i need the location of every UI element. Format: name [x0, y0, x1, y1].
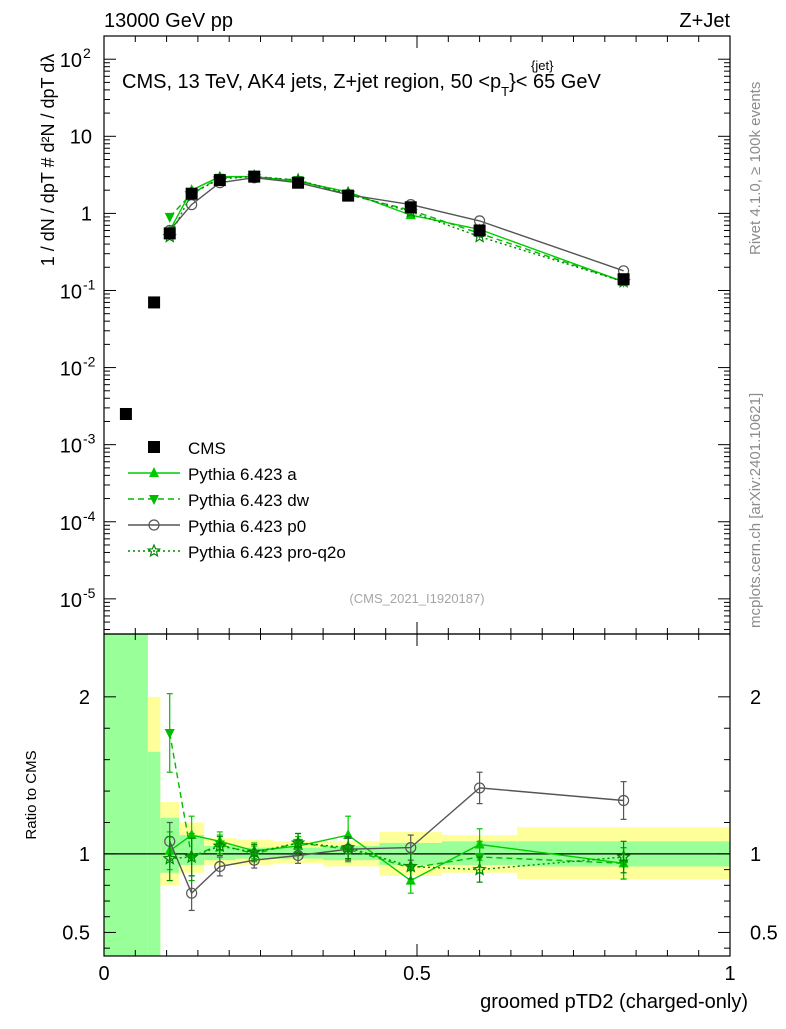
- main-y-tick-label: 1: [81, 203, 92, 225]
- rivet-version-label: Rivet 4.1.0, ≥ 100k events: [747, 82, 764, 255]
- ratio-y-tick-label-right: 1: [750, 844, 761, 866]
- legend-cms-label: CMS: [188, 439, 226, 458]
- legend-label: Pythia 6.423 dw: [188, 491, 310, 510]
- legend-marker: [146, 543, 162, 558]
- main-y-tick-label: 10: [60, 359, 82, 381]
- main-y-tick-label: 10: [70, 126, 92, 148]
- main-y-tick-label: 10: [60, 50, 82, 72]
- ratio-panel-frame: [103, 633, 731, 957]
- legend-label: Pythia 6.423 pro-q2o: [188, 543, 346, 562]
- ratio-series-point: [184, 849, 199, 864]
- cms-data-point: [213, 174, 226, 187]
- main-series-point: [164, 212, 175, 223]
- cms-data-point: [148, 296, 161, 309]
- plot-title-sup: {jet}: [531, 58, 554, 73]
- main-series-line: [169, 175, 624, 283]
- main-y-axis-label: 1 / dN / dpT # d²N / dpT dλ: [38, 54, 58, 266]
- legend-label: Pythia 6.423 a: [188, 465, 297, 484]
- main-series: [119, 169, 631, 420]
- legend-marker: [149, 495, 159, 505]
- cms-data-point: [119, 407, 132, 420]
- cms-data-point: [473, 224, 486, 237]
- main-y-tick-label: 10: [60, 436, 82, 458]
- legend-label: Pythia 6.423 p0: [188, 517, 306, 536]
- cms-data-point: [292, 176, 305, 189]
- ratio-series-point: [617, 794, 630, 807]
- main-y-tick-label-exp: 2: [83, 45, 91, 61]
- x-tick-labels: 0 0.5 1: [98, 963, 735, 985]
- ratio-series-point: [405, 842, 417, 854]
- ratio-series-point: [186, 887, 198, 899]
- main-y-tick-label-exp: -4: [83, 508, 96, 524]
- main-y-tick-label-exp: -1: [83, 276, 96, 292]
- axis-ticks: [103, 35, 731, 956]
- plot-title-text: CMS, 13 TeV, AK4 jets, Z+jet region, 50 …: [122, 71, 490, 93]
- plot-title-p: p: [490, 71, 501, 93]
- cms-data-point: [163, 227, 176, 240]
- legend-marker: [148, 519, 160, 531]
- x-tick-label: 1: [724, 963, 735, 985]
- plot-title-sub: T: [501, 84, 509, 99]
- ratio-series-point: [164, 728, 175, 739]
- ratio-series-point: [290, 835, 306, 850]
- legend-cms-marker: [148, 441, 160, 453]
- ratio-y-tick-label-right: 2: [750, 687, 761, 709]
- main-y-tick-label-exp: -2: [83, 354, 96, 370]
- legend: CMS Pythia 6.423 a Pythia 6.423 dw Pythia 6…: [128, 439, 346, 562]
- main-series-line: [169, 175, 624, 283]
- main-y-tick-label-exp: -5: [83, 585, 96, 601]
- ratio-y-tick-label: 1: [79, 844, 90, 866]
- ratio-series-point: [214, 860, 226, 873]
- plot-title-end: }< 65 GeV: [509, 71, 601, 93]
- header-process-label: Z+Jet: [679, 10, 730, 32]
- analysis-id: (CMS_2021_I1920187): [349, 591, 484, 606]
- ratio-uncertainty-bands: [104, 634, 730, 956]
- ratio-series-point: [340, 840, 356, 854]
- cms-data-point: [185, 187, 198, 200]
- ratio-series-point: [616, 849, 631, 864]
- main-series-line: [169, 175, 624, 283]
- legend-marker: [149, 467, 159, 477]
- ratio-y-axis-label: Ratio to CMS: [23, 750, 40, 839]
- ratio-series-point: [474, 782, 486, 794]
- ratio-series-point: [472, 862, 487, 876]
- ratio-y-tick-labels: 2 2 1 1 0.5 0.5: [62, 687, 778, 945]
- cms-data-point: [404, 201, 417, 214]
- main-y-tick-label: 10: [60, 281, 82, 303]
- ratio-y-tick-label: 2: [79, 687, 90, 709]
- mcplots-label: mcplots.cern.ch [arXiv:2401.10621]: [747, 393, 764, 628]
- x-axis-label: groomed pTD2 (charged-only): [480, 991, 748, 1013]
- main-y-tick-label-exp: -3: [83, 431, 96, 447]
- ratio-y-tick-label: 0.5: [62, 922, 90, 944]
- main-y-tick-label: 10: [60, 513, 82, 535]
- x-tick-label: 0: [98, 963, 109, 985]
- ratio-series-point: [162, 851, 177, 865]
- ratio-y-tick-label-right: 0.5: [750, 922, 778, 944]
- ratio-series-point: [403, 858, 418, 873]
- cms-data-point: [617, 273, 630, 286]
- ratio-series-point: [212, 838, 227, 853]
- plot-title: CMS, 13 TeV, AK4 jets, Z+jet region, 50 …: [122, 71, 601, 99]
- main-y-axis-label-text: 1 / dN / dpT # d²N / dpT dλ: [38, 54, 58, 266]
- ratio-series-point: [247, 844, 262, 859]
- main-y-tick-label: 10: [60, 590, 82, 612]
- ratio-series: [162, 693, 631, 912]
- cms-data-point: [248, 170, 261, 183]
- stat-uncertainty-band: [104, 634, 148, 956]
- x-tick-label: 0.5: [403, 963, 431, 985]
- cms-data-point: [342, 189, 355, 202]
- header-energy-label: 13000 GeV pp: [104, 10, 233, 32]
